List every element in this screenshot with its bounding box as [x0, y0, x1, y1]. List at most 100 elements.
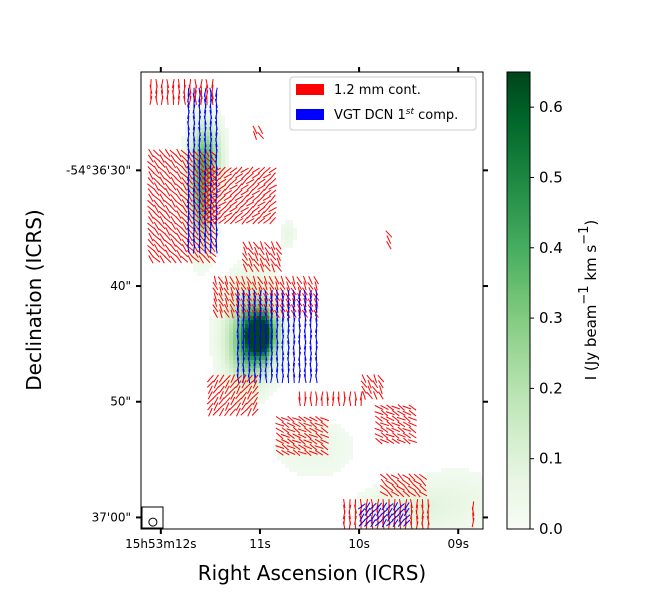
vgt-vector [292, 357, 296, 367]
cont-vector [362, 390, 366, 400]
vgt-vector [402, 514, 411, 521]
cont-vector [223, 287, 230, 296]
emission-pixel [193, 148, 197, 152]
emission-pixel [473, 512, 477, 516]
emission-pixel [265, 384, 269, 388]
cont-vector [377, 374, 385, 383]
vgt-vector [292, 295, 296, 305]
emission-pixel [425, 504, 429, 508]
emission-pixel [321, 456, 325, 460]
cont-vector [374, 433, 384, 438]
emission-pixel [453, 504, 457, 508]
vgt-vector [253, 368, 257, 378]
emission-pixel [217, 356, 221, 360]
cont-vector [147, 249, 155, 258]
emission-pixel [225, 324, 229, 328]
emission-pixel [229, 368, 233, 372]
cont-vector [229, 386, 237, 394]
vgt-vector [363, 514, 372, 521]
emission-pixel [305, 444, 309, 448]
emission-pixel [433, 488, 437, 492]
emission-pixel [217, 192, 221, 196]
emission-pixel [185, 176, 189, 180]
emission-pixel [185, 184, 189, 188]
cont-vector [147, 227, 155, 236]
cont-vector [224, 379, 230, 389]
emission-pixel [217, 120, 221, 124]
emission-pixel [461, 468, 465, 472]
emission-pixel [281, 452, 285, 456]
vgt-vector [281, 312, 284, 322]
colorbar-title: I (Jy beam−1 km s−1) [577, 220, 600, 381]
emission-pixel [273, 332, 277, 336]
emission-pixel [213, 348, 217, 352]
cont-vector [165, 227, 171, 236]
emission-pixel [313, 440, 317, 444]
emission-pixel [417, 492, 421, 496]
emission-pixel [237, 348, 241, 352]
emission-pixel [293, 460, 297, 464]
emission-pixel [221, 356, 225, 360]
colorbar-tick-label: 0.6 [539, 98, 563, 116]
emission-pixel [205, 128, 209, 132]
emission-pixel [289, 452, 293, 456]
emission-pixel [317, 452, 321, 456]
emission-pixel [221, 280, 225, 284]
cont-vector [315, 432, 323, 440]
emission-pixel [225, 348, 229, 352]
emission-pixel [273, 368, 277, 372]
cont-vector [262, 195, 272, 202]
emission-pixel [249, 340, 253, 344]
cont-vector [415, 510, 419, 520]
cont-vector [397, 421, 406, 428]
vgt-vector [298, 374, 301, 384]
emission-pixel [381, 488, 385, 492]
emission-pixel [265, 372, 269, 376]
vgt-vector [309, 312, 313, 322]
emission-pixel [189, 172, 193, 176]
emission-pixel [285, 228, 289, 232]
cont-vector [170, 199, 176, 208]
emission-pixel [261, 272, 265, 276]
emission-pixel [277, 312, 281, 316]
emission-pixel [289, 352, 293, 356]
emission-pixel [285, 428, 289, 432]
emission-pixel [249, 308, 253, 312]
cont-vector [257, 281, 263, 291]
emission-pixel [477, 476, 481, 480]
emission-pixel [181, 180, 185, 184]
legend-swatch-vgt [296, 109, 324, 120]
cont-vector [247, 391, 253, 400]
cont-vector [153, 204, 160, 214]
cont-vector [281, 439, 290, 444]
cont-vector [252, 125, 258, 135]
vgt-vector [275, 323, 279, 333]
emission-pixel [221, 368, 225, 372]
cont-vector [205, 90, 209, 100]
emission-pixel [257, 364, 261, 368]
cont-vector [148, 148, 154, 158]
emission-pixel [289, 432, 293, 436]
emission-pixel [357, 508, 361, 512]
emission-pixel [345, 432, 349, 436]
emission-pixel [457, 500, 461, 504]
cont-vector [264, 241, 271, 250]
cont-vector [391, 484, 399, 492]
emission-pixel [437, 520, 441, 524]
emission-pixel [225, 132, 229, 136]
emission-pixel [249, 380, 253, 384]
emission-pixel [377, 512, 381, 516]
emission-pixel [209, 340, 213, 344]
cont-vector [410, 499, 413, 509]
cont-vector [386, 420, 394, 428]
emission-pixel [241, 344, 245, 348]
emission-pixel [221, 364, 225, 368]
emission-pixel [269, 388, 273, 392]
emission-pixel [233, 356, 237, 360]
cont-vector [269, 252, 277, 261]
cont-vector [246, 172, 254, 180]
cont-vector [275, 264, 282, 272]
emission-pixel [321, 468, 325, 472]
emission-pixel [273, 280, 277, 284]
emission-pixel [185, 196, 189, 200]
